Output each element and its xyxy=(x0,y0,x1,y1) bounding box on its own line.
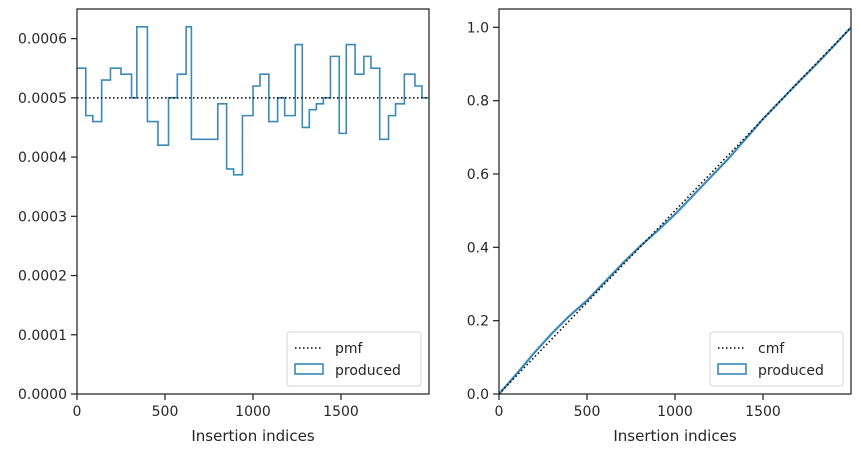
legend-produced-label: produced xyxy=(335,363,401,379)
y-tick-label: 1.0 xyxy=(467,20,489,36)
y-tick-label: 0.0000 xyxy=(18,387,67,403)
x-tick-label: 1000 xyxy=(235,404,271,420)
y-tick-label: 0.0002 xyxy=(18,269,67,285)
y-tick-label: 0.8 xyxy=(467,94,489,110)
x-tick-label: 1000 xyxy=(657,404,693,420)
y-tick-label: 0.0006 xyxy=(18,32,67,48)
y-tick-label: 0.2 xyxy=(467,314,489,330)
legend-produced-swatch xyxy=(717,363,747,375)
y-tick-label: 0.0005 xyxy=(18,91,67,107)
legend-box xyxy=(286,331,422,387)
x-tick-label: 0 xyxy=(73,404,82,420)
chart-2: 0 500 1000 1500 0.0 0.2 0.4 0.6 0.8 1.0 Insertion … xyxy=(467,8,852,445)
x-axis-label: Insertion indices xyxy=(191,427,314,445)
legend-produced-swatch xyxy=(294,363,324,375)
y-tick-label: 0.4 xyxy=(467,240,489,256)
plot-area xyxy=(499,26,851,394)
x-tick-label: 500 xyxy=(574,404,601,420)
x-tick-label: 500 xyxy=(152,404,179,420)
legend-pmf-label: pmf xyxy=(335,341,364,357)
legend: cmf produced xyxy=(709,331,844,387)
legend: pmf produced xyxy=(286,331,422,387)
x-tick-label: 0 xyxy=(495,404,504,420)
reference-cmf-line xyxy=(499,26,851,394)
legend-box xyxy=(709,331,844,387)
y-tick-label: 0.0 xyxy=(467,387,489,403)
y-tick-label: 0.6 xyxy=(467,167,489,183)
legend-cmf-label: cmf xyxy=(758,341,785,357)
x-tick-label: 1500 xyxy=(323,404,359,420)
legend-produced-label: produced xyxy=(758,363,824,379)
series-produced-step xyxy=(77,25,429,176)
x-tick-label: 1500 xyxy=(745,404,781,420)
y-tick-label: 0.0001 xyxy=(18,328,67,344)
series-produced-line xyxy=(499,26,851,394)
plot-area xyxy=(77,25,429,176)
x-axis-label: Insertion indices xyxy=(613,427,736,445)
chart-1: 0 500 1000 1500 0.0000 0.0001 0.0002 0.0003 0.00… xyxy=(18,8,430,445)
y-tick-label: 0.0003 xyxy=(18,209,67,225)
y-tick-label: 0.0004 xyxy=(18,150,67,166)
